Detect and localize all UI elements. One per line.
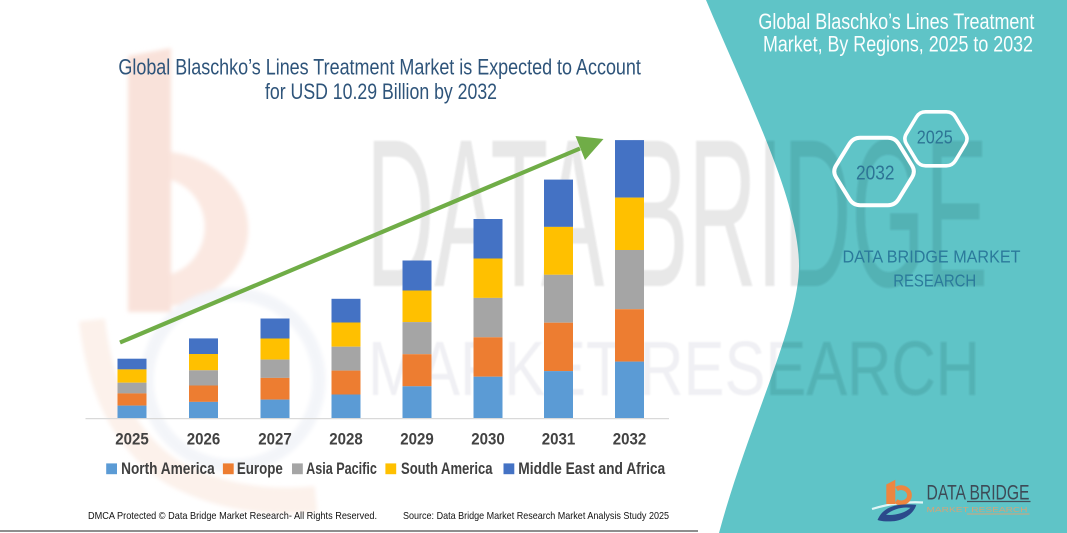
svg-text:Middle East and Africa: Middle East and Africa (518, 459, 665, 478)
svg-text:DATA BRIDGE MARKET: DATA BRIDGE MARKET (843, 247, 1021, 267)
svg-text:South America: South America (401, 459, 493, 478)
svg-text:Market, By Regions, 2025 to 20: Market, By Regions, 2025 to 2032 (763, 32, 1033, 57)
svg-text:MARKET RESEARCH: MARKET RESEARCH (927, 507, 1028, 514)
svg-text:Global Blaschko’s Lines Treatm: Global Blaschko’s Lines Treatment Market… (118, 55, 641, 80)
svg-text:2031: 2031 (542, 430, 576, 449)
svg-text:2032: 2032 (856, 162, 895, 184)
svg-text:North America: North America (121, 459, 215, 478)
svg-text:for USD 10.29 Billion by 2032: for USD 10.29 Billion by 2032 (265, 79, 497, 104)
svg-text:Global Blaschko’s Lines Treatm: Global Blaschko’s Lines Treatment (758, 9, 1035, 34)
svg-text:2028: 2028 (329, 430, 363, 449)
svg-text:Asia Pacific: Asia Pacific (306, 459, 377, 478)
svg-text:Europe: Europe (237, 459, 283, 478)
svg-text:DMCA Protected © Data Bridge M: DMCA Protected © Data Bridge Market Rese… (88, 510, 377, 522)
svg-text:RESEARCH: RESEARCH (893, 270, 976, 290)
svg-text:Source: Data Bridge Market Res: Source: Data Bridge Market Research Mark… (403, 510, 669, 522)
svg-text:2030: 2030 (471, 430, 505, 449)
svg-text:DATA BRIDGE: DATA BRIDGE (927, 480, 1030, 504)
svg-text:2029: 2029 (400, 430, 434, 449)
svg-text:2025: 2025 (115, 430, 149, 449)
svg-text:2025: 2025 (917, 126, 953, 147)
svg-text:2027: 2027 (258, 430, 292, 449)
svg-text:2026: 2026 (187, 430, 221, 449)
svg-text:2032: 2032 (613, 430, 647, 449)
